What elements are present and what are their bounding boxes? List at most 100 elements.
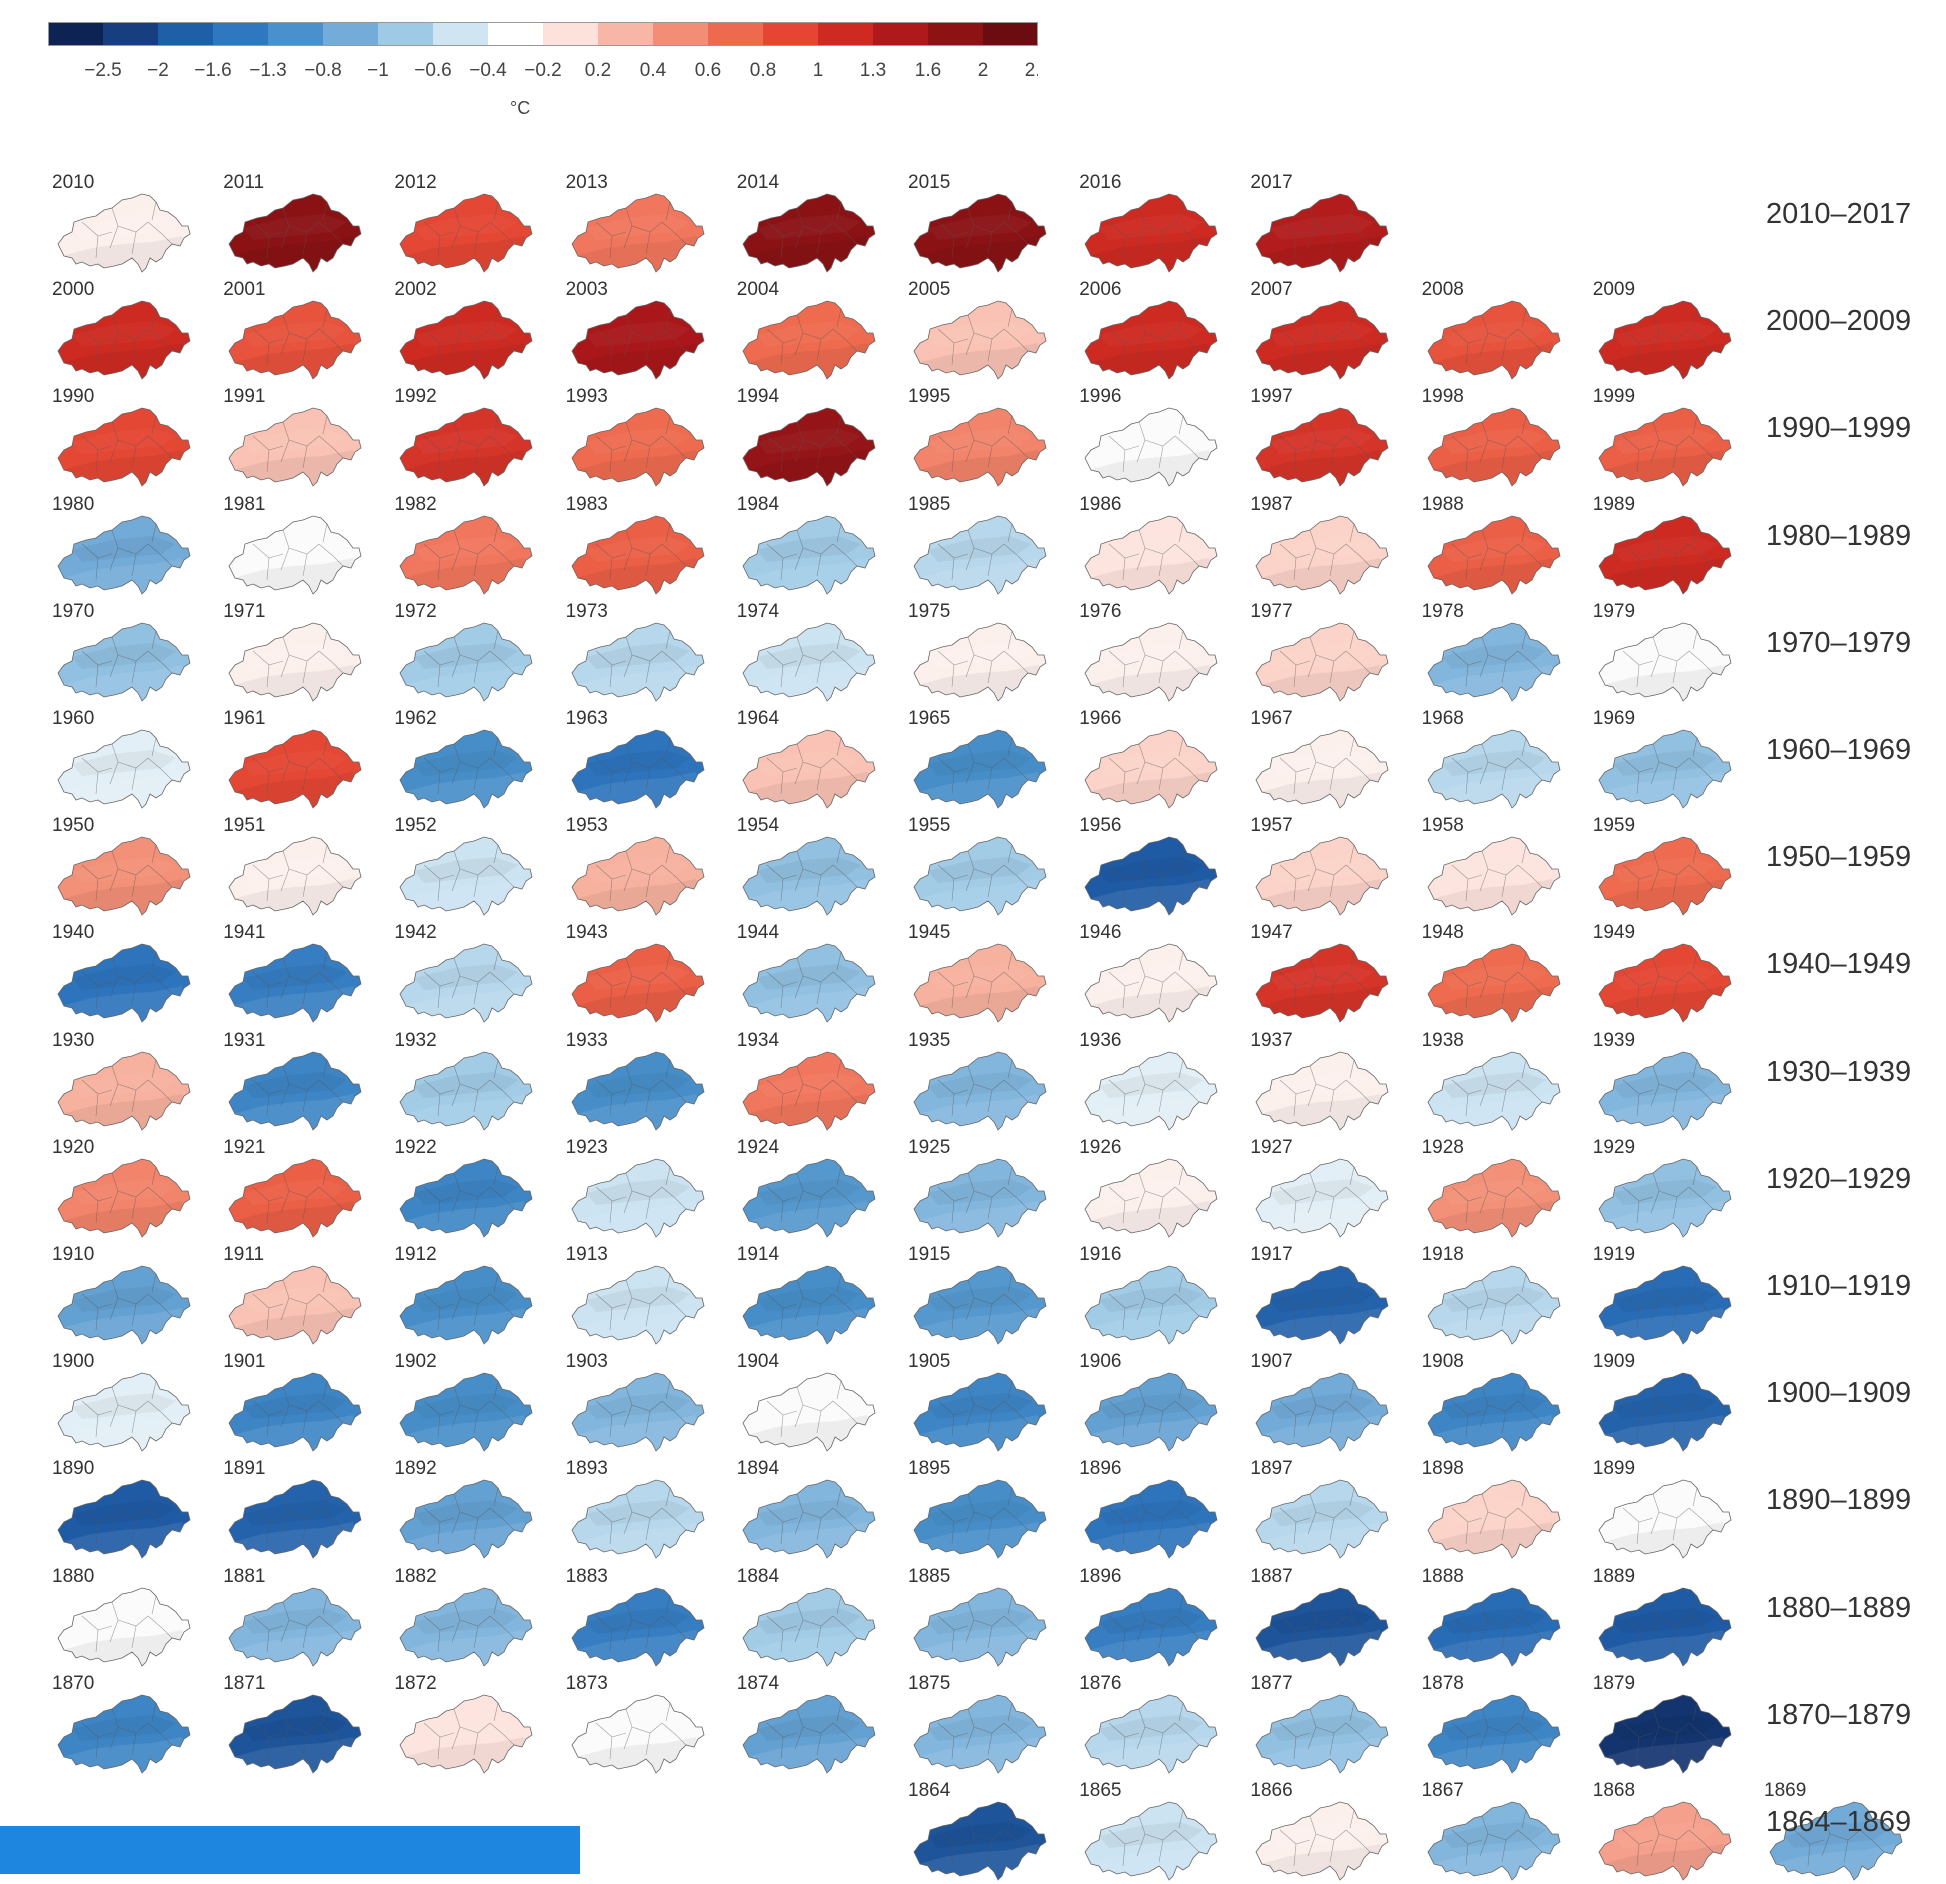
switzerland-map bbox=[228, 1051, 362, 1131]
map-region-plateau bbox=[756, 1500, 861, 1527]
map-region-plateau bbox=[1099, 964, 1204, 991]
year-map-cell: 1910 bbox=[48, 1244, 208, 1348]
map-region-plateau bbox=[243, 750, 348, 776]
colorbar-segment bbox=[103, 22, 159, 46]
year-label: 1934 bbox=[736, 1029, 780, 1051]
year-map-cell: 1923 bbox=[562, 1137, 722, 1241]
switzerland-map bbox=[1084, 836, 1218, 916]
canton-borders bbox=[1451, 1273, 1542, 1331]
year-label: 1911 bbox=[223, 1244, 265, 1265]
year-map-cell: 1967 bbox=[1246, 708, 1406, 812]
year-map-cell: 1941 bbox=[219, 922, 379, 1026]
switzerland-map bbox=[1084, 1265, 1218, 1345]
canton-borders bbox=[766, 416, 858, 473]
canton-borders bbox=[424, 1595, 515, 1652]
map-region-plateau bbox=[928, 535, 1032, 562]
canton-borders bbox=[1622, 1809, 1714, 1867]
map-region-plateau bbox=[414, 1714, 519, 1741]
year-map-cell: 1933 bbox=[562, 1030, 722, 1134]
year-map-cell: 2009 bbox=[1589, 279, 1749, 383]
decade-label: 1990–1999 bbox=[1766, 412, 1912, 445]
switzerland-map bbox=[1255, 1479, 1389, 1560]
map-region-plateau bbox=[1612, 857, 1717, 884]
map-region-plateau bbox=[1441, 750, 1546, 776]
year-map-cell: 1963 bbox=[562, 708, 722, 812]
map-region-plateau bbox=[1612, 750, 1717, 776]
switzerland-map bbox=[1427, 1801, 1561, 1881]
year-map-cell: 1929 bbox=[1589, 1137, 1749, 1241]
year-map-cell: 1877 bbox=[1246, 1673, 1406, 1777]
canton-borders bbox=[1451, 1059, 1542, 1116]
map-region-plateau bbox=[585, 1607, 690, 1634]
decade-label: 1920–1929 bbox=[1766, 1162, 1912, 1195]
canton-borders bbox=[252, 845, 344, 902]
year-label: 1979 bbox=[1592, 600, 1636, 622]
switzerland-map bbox=[1255, 1587, 1389, 1667]
year-label: 2006 bbox=[1079, 279, 1122, 301]
switzerland-map bbox=[742, 1587, 876, 1667]
map-region-plateau bbox=[1612, 321, 1717, 348]
switzerland-map bbox=[742, 193, 876, 273]
map-outline bbox=[57, 515, 191, 595]
map-region-plateau bbox=[1270, 1393, 1375, 1420]
switzerland-map bbox=[1427, 729, 1561, 809]
year-map-cell: 1978 bbox=[1418, 601, 1578, 705]
canton-borders bbox=[595, 523, 686, 580]
switzerland-map bbox=[57, 729, 191, 809]
map-region-plateau bbox=[1441, 1500, 1546, 1527]
map-outline bbox=[399, 1158, 533, 1238]
map-region-plateau bbox=[1270, 321, 1375, 348]
canton-borders bbox=[252, 523, 344, 580]
year-map-cell: 1913 bbox=[562, 1244, 722, 1348]
switzerland-map bbox=[57, 1265, 191, 1345]
canton-borders bbox=[1280, 1381, 1371, 1438]
year-map-cell: 1897 bbox=[1246, 1458, 1406, 1562]
year-map-cell: 1997 bbox=[1246, 386, 1406, 490]
canton-borders bbox=[1622, 1702, 1714, 1759]
year-map-cell: 1912 bbox=[390, 1244, 550, 1348]
map-region-plateau bbox=[585, 1500, 690, 1527]
year-label: 2005 bbox=[908, 279, 951, 301]
map-outline bbox=[57, 943, 191, 1024]
canton-borders bbox=[1451, 1595, 1542, 1652]
map-outline bbox=[1084, 836, 1218, 916]
year-map-cell: 2010 bbox=[48, 172, 208, 276]
map-outline bbox=[1255, 1479, 1389, 1560]
canton-borders bbox=[1108, 1488, 1200, 1545]
map-outline bbox=[399, 622, 533, 702]
year-label: 1871 bbox=[223, 1672, 266, 1694]
canton-borders bbox=[1280, 630, 1371, 687]
year-map-cell: 1906 bbox=[1075, 1351, 1235, 1455]
colorbar-segment bbox=[213, 22, 269, 46]
canton-borders bbox=[595, 416, 686, 473]
year-map-cell: 2001 bbox=[219, 279, 379, 383]
colorbar: −2.5 −2 −1.6 −1.3 −0.8 −1 −0.6 −0.4 −0.2 0.2 0.4 0.… bbox=[48, 22, 1038, 81]
canton-borders bbox=[1280, 845, 1371, 902]
year-label: 1874 bbox=[736, 1672, 780, 1694]
switzerland-map bbox=[399, 836, 533, 916]
canton-borders bbox=[766, 201, 858, 259]
map-region-plateau bbox=[72, 964, 176, 991]
year-map-cell: 1972 bbox=[390, 601, 550, 705]
canton-borders bbox=[252, 309, 344, 366]
decade-label: 1980–1989 bbox=[1766, 519, 1912, 552]
switzerland-map bbox=[1255, 1372, 1389, 1452]
year-label: 1956 bbox=[1079, 815, 1122, 837]
year-label: 1924 bbox=[736, 1136, 780, 1158]
year-map-cell: 1974 bbox=[733, 601, 893, 705]
map-outline bbox=[399, 836, 533, 916]
year-label: 2017 bbox=[1250, 172, 1293, 193]
year-label: 1986 bbox=[1079, 493, 1122, 515]
map-region-plateau bbox=[1270, 1822, 1375, 1848]
map-region-plateau bbox=[1270, 535, 1375, 562]
map-outline bbox=[1084, 943, 1218, 1024]
colorbar-tick-label: −1.3 bbox=[249, 60, 287, 81]
map-region-plateau bbox=[928, 1393, 1032, 1420]
map-outline bbox=[1598, 1158, 1732, 1238]
year-map-cell: 1932 bbox=[390, 1030, 550, 1134]
year-label: 1864 bbox=[908, 1780, 951, 1801]
year-map-cell: 1968 bbox=[1418, 708, 1578, 812]
map-outline bbox=[1255, 622, 1389, 702]
switzerland-map bbox=[571, 407, 705, 488]
year-map-cell: 1918 bbox=[1418, 1244, 1578, 1348]
